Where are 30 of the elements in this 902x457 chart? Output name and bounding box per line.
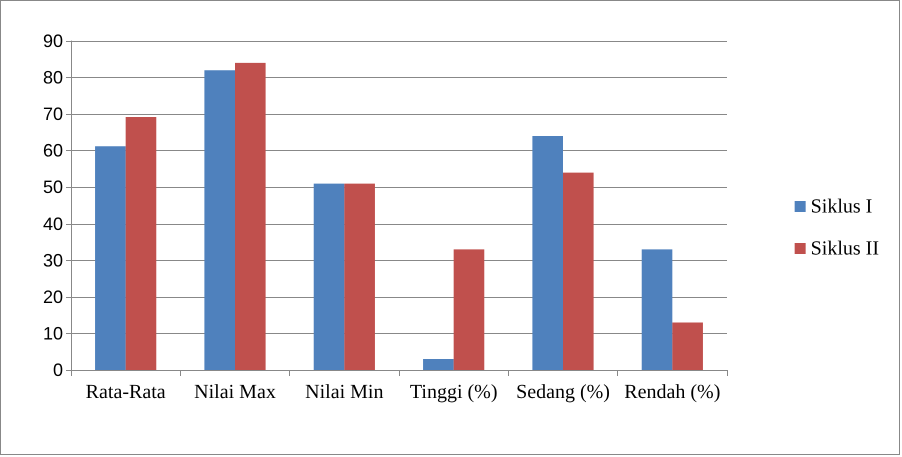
bar xyxy=(204,70,235,370)
bar xyxy=(672,322,703,370)
bar xyxy=(95,146,126,370)
y-tick-label: 60 xyxy=(42,140,63,161)
bar xyxy=(532,136,563,370)
x-tick-label: Rata-Rata xyxy=(86,381,166,403)
x-tick-label: Rendah (%) xyxy=(624,381,720,403)
y-tick-label: 80 xyxy=(42,68,63,88)
y-tick-label: 50 xyxy=(42,177,63,198)
bar xyxy=(423,359,454,370)
bar xyxy=(642,249,672,370)
legend-label: Siklus II xyxy=(810,238,880,260)
x-tick-label: Tinggi (%) xyxy=(410,381,498,403)
legend-label: Siklus I xyxy=(810,196,872,218)
y-tick-label: 0 xyxy=(52,360,63,380)
bar xyxy=(563,172,594,370)
y-tick-label: 20 xyxy=(42,286,63,307)
y-tick-label: 70 xyxy=(42,104,63,124)
y-tick-label: 40 xyxy=(42,214,63,234)
y-tick-label: 90 xyxy=(42,31,63,51)
x-tick-label: Sedang (%) xyxy=(516,381,610,403)
x-tick-label: Nilai Min xyxy=(305,381,384,403)
bar xyxy=(235,62,266,370)
y-tick-label: 10 xyxy=(42,323,63,344)
x-tick-label: Nilai Max xyxy=(194,381,276,403)
bar xyxy=(344,184,375,370)
y-tick-label: 30 xyxy=(42,250,63,270)
bar xyxy=(314,184,344,370)
bar xyxy=(126,117,156,370)
bar xyxy=(454,249,484,370)
